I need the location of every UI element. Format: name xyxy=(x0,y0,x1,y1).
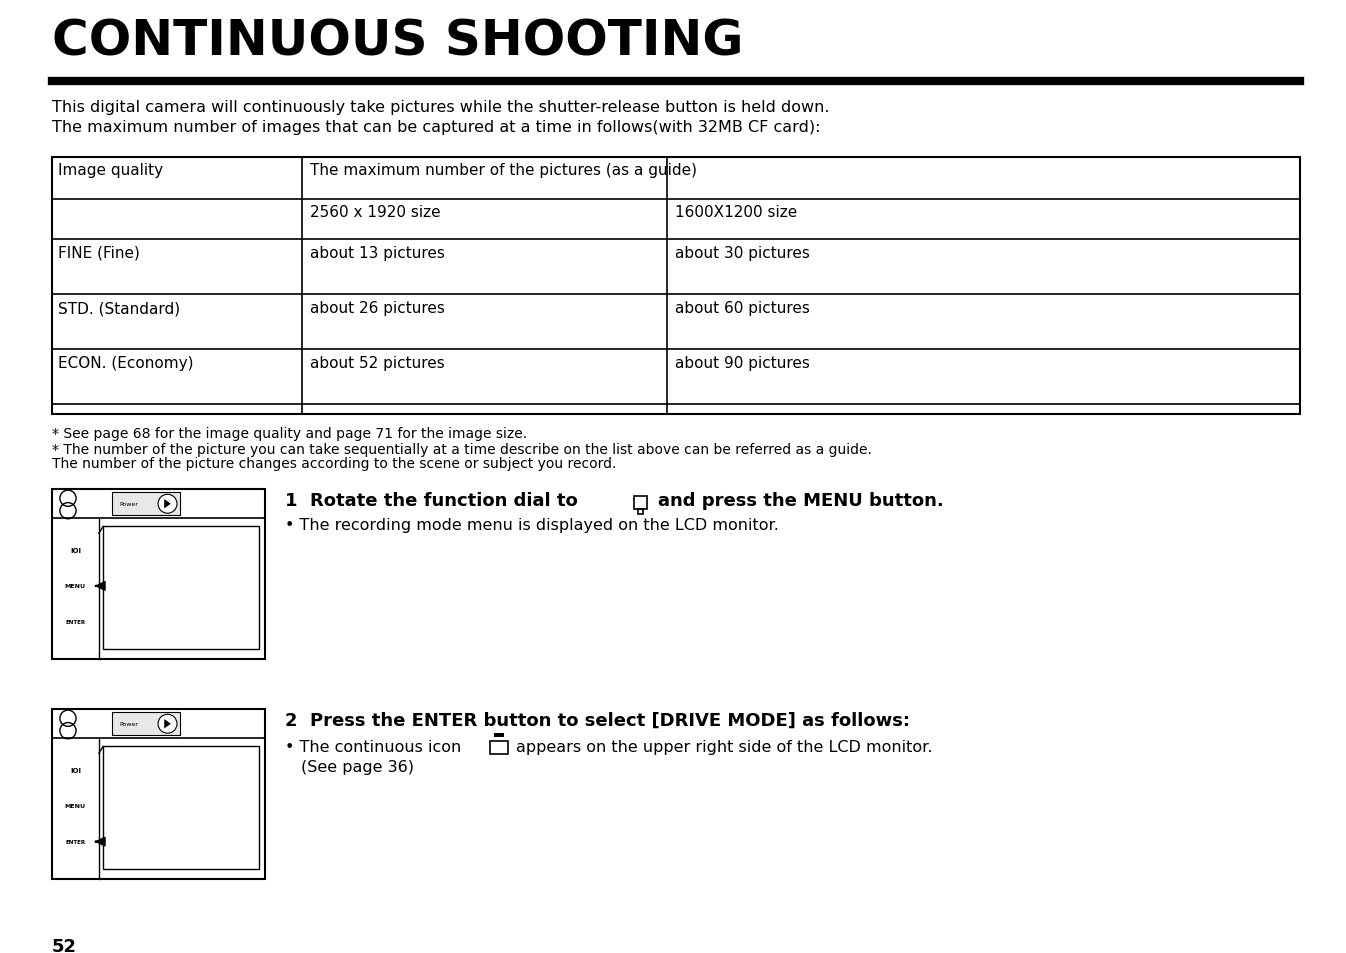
Bar xyxy=(638,509,643,514)
Text: STD. (Standard): STD. (Standard) xyxy=(58,301,180,315)
Text: • The continuous icon: • The continuous icon xyxy=(285,740,462,754)
Bar xyxy=(104,746,258,869)
Text: The number of the picture changes according to the scene or subject you record.: The number of the picture changes accord… xyxy=(52,456,616,471)
Text: appears on the upper right side of the LCD monitor.: appears on the upper right side of the L… xyxy=(516,740,933,754)
Text: • The recording mode menu is displayed on the LCD monitor.: • The recording mode menu is displayed o… xyxy=(285,517,779,533)
Text: Power: Power xyxy=(120,721,139,726)
Text: The maximum number of the pictures (as a guide): The maximum number of the pictures (as a… xyxy=(310,163,697,178)
Bar xyxy=(52,709,265,879)
Bar xyxy=(52,158,1300,415)
Text: * See page 68 for the image quality and page 71 for the image size.: * See page 68 for the image quality and … xyxy=(52,427,528,440)
Text: ECON. (Economy): ECON. (Economy) xyxy=(58,355,194,371)
Bar xyxy=(112,493,180,516)
Circle shape xyxy=(157,495,176,514)
Text: and press the MENU button.: and press the MENU button. xyxy=(658,492,944,510)
Text: The maximum number of images that can be captured at a time in follows(with 32MB: The maximum number of images that can be… xyxy=(52,120,821,135)
Text: FINE (Fine): FINE (Fine) xyxy=(58,246,140,261)
Text: about 52 pictures: about 52 pictures xyxy=(310,355,444,371)
Text: about 30 pictures: about 30 pictures xyxy=(674,246,810,261)
Text: 2560 x 1920 size: 2560 x 1920 size xyxy=(310,205,440,220)
Bar xyxy=(634,496,647,509)
Polygon shape xyxy=(164,720,171,729)
Text: about 26 pictures: about 26 pictures xyxy=(310,301,446,315)
Text: MENU: MENU xyxy=(65,803,86,808)
Text: Image quality: Image quality xyxy=(58,163,163,178)
Bar xyxy=(490,740,507,754)
Bar xyxy=(104,527,258,649)
Text: This digital camera will continuously take pictures while the shutter-release bu: This digital camera will continuously ta… xyxy=(52,100,829,115)
Bar xyxy=(112,713,180,735)
Text: (See page 36): (See page 36) xyxy=(302,760,415,774)
Bar xyxy=(494,733,505,737)
Text: 1  Rotate the function dial to: 1 Rotate the function dial to xyxy=(285,492,577,510)
Text: MENU: MENU xyxy=(65,584,86,589)
Text: about 60 pictures: about 60 pictures xyxy=(674,301,810,315)
Text: ENTER: ENTER xyxy=(66,619,86,624)
Polygon shape xyxy=(164,499,171,509)
Text: ENTER: ENTER xyxy=(66,840,86,844)
Text: Power: Power xyxy=(120,501,139,507)
Text: IOI: IOI xyxy=(70,548,81,554)
Text: 2  Press the ENTER button to select [DRIVE MODE] as follows:: 2 Press the ENTER button to select [DRIV… xyxy=(285,711,910,729)
Text: about 13 pictures: about 13 pictures xyxy=(310,246,446,261)
Bar xyxy=(52,490,265,659)
Text: * The number of the picture you can take sequentially at a time describe on the : * The number of the picture you can take… xyxy=(52,442,872,456)
Text: CONTINUOUS SHOOTING: CONTINUOUS SHOOTING xyxy=(52,18,743,66)
Text: 52: 52 xyxy=(52,937,77,953)
Circle shape xyxy=(157,715,176,734)
Text: IOI: IOI xyxy=(70,767,81,774)
Text: about 90 pictures: about 90 pictures xyxy=(674,355,810,371)
Text: 1600X1200 size: 1600X1200 size xyxy=(674,205,797,220)
